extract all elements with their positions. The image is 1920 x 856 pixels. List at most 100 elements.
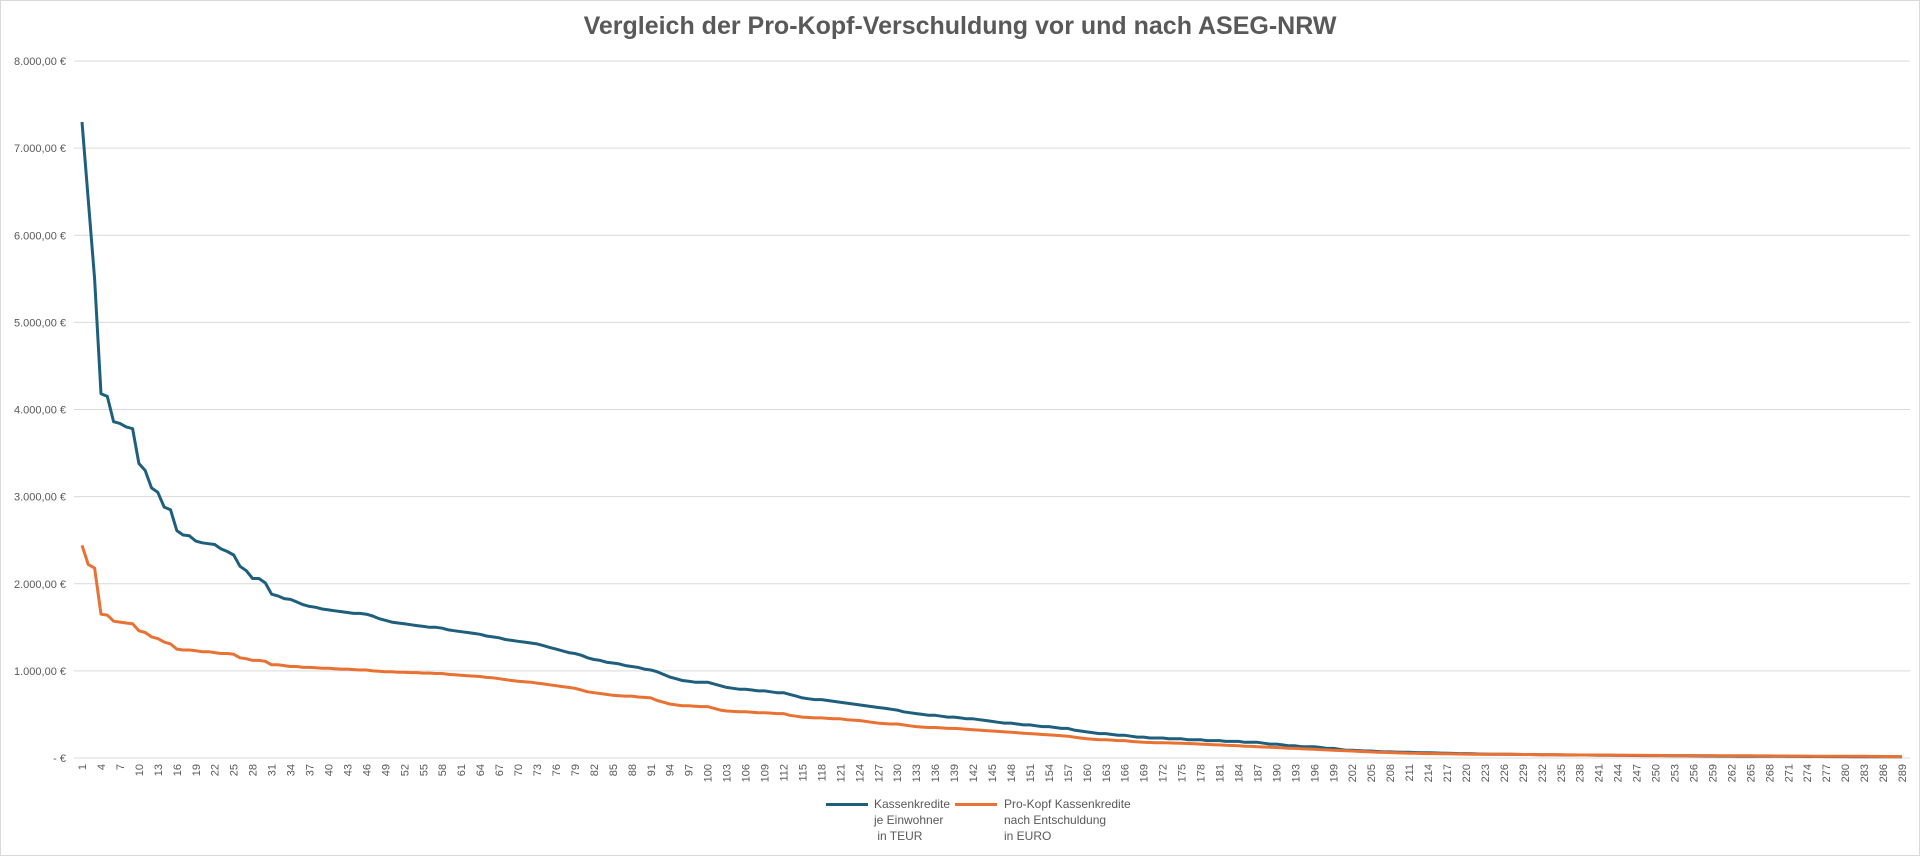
x-tick-label: 268 [1764, 764, 1776, 782]
x-tick-label: 223 [1480, 764, 1492, 782]
x-tick-label: 184 [1233, 764, 1245, 782]
x-tick-label: 28 [248, 764, 260, 776]
x-tick-label: 130 [892, 764, 904, 782]
x-tick-label: 193 [1290, 764, 1302, 782]
x-tick-label: 61 [456, 764, 468, 776]
x-tick-label: 220 [1461, 764, 1473, 782]
x-tick-label: 265 [1745, 764, 1757, 782]
x-tick-label: 244 [1613, 764, 1625, 782]
x-tick-label: 13 [153, 764, 165, 776]
x-tick-label: 127 [873, 764, 885, 782]
x-tick-label: 250 [1651, 764, 1663, 782]
x-tick-label: 202 [1347, 764, 1359, 782]
x-tick-label: 85 [608, 764, 620, 776]
legend-swatch-kassenkredite [826, 803, 868, 806]
x-tick-label: 157 [1063, 764, 1075, 782]
x-tick-label: 124 [854, 764, 866, 782]
x-tick-label: 247 [1632, 764, 1644, 782]
x-tick-label: 10 [134, 764, 146, 776]
x-tick-label: 196 [1309, 764, 1321, 782]
x-tick-label: 118 [816, 764, 828, 782]
x-tick-label: 58 [437, 764, 449, 776]
x-tick-label: 16 [172, 764, 184, 776]
x-tick-label: 259 [1707, 764, 1719, 782]
y-tick-label: 6.000,00 € [14, 230, 66, 242]
legend-label-nach-entschuldung: Pro-Kopf Kassenkredite nach Entschuldung… [1004, 797, 1131, 843]
x-tick-label: 226 [1499, 764, 1511, 782]
x-tick-label: 67 [494, 764, 506, 776]
x-tick-label: 64 [475, 764, 487, 776]
x-tick-label: 172 [1158, 764, 1170, 782]
x-tick-label: 229 [1518, 764, 1530, 782]
x-tick-label: 283 [1859, 764, 1871, 782]
x-tick-label: 145 [987, 764, 999, 782]
x-tick-label: 136 [930, 764, 942, 782]
y-tick-label: 4.000,00 € [14, 405, 66, 417]
x-tick-label: 232 [1537, 764, 1549, 782]
x-tick-label: 160 [1082, 764, 1094, 782]
x-tick-label: 280 [1840, 764, 1852, 782]
legend-label-kassenkredite: Kassenkredite je Einwohner in TEUR [874, 797, 951, 843]
y-tick-label: 8.000,00 € [14, 56, 66, 68]
x-tick-label: 73 [532, 764, 544, 776]
x-tick-label: 187 [1252, 764, 1264, 782]
x-tick-label: 163 [1101, 764, 1113, 782]
x-tick-label: 4 [96, 764, 108, 770]
x-tick-label: 211 [1404, 764, 1416, 782]
y-tick-label: 5.000,00 € [14, 317, 66, 329]
x-tick-label: 121 [835, 764, 847, 782]
x-tick-label: 79 [570, 764, 582, 776]
x-tick-label: 181 [1215, 764, 1227, 782]
x-tick-label: 166 [1120, 764, 1132, 782]
x-tick-label: 91 [646, 764, 658, 776]
x-tick-label: 271 [1783, 764, 1795, 782]
x-tick-label: 253 [1670, 764, 1682, 782]
x-tick-label: 106 [741, 764, 753, 782]
x-tick-label: 199 [1328, 764, 1340, 782]
x-tick-label: 256 [1688, 764, 1700, 782]
legend-swatch-nach-entschuldung [955, 803, 997, 806]
x-tick-label: 151 [1025, 764, 1037, 782]
x-tick-label: 241 [1594, 764, 1606, 782]
chart-title: Vergleich der Pro-Kopf-Verschuldung vor … [583, 12, 1337, 40]
x-tick-label: 208 [1385, 764, 1397, 782]
x-tick-label: 148 [1006, 764, 1018, 782]
x-tick-label: 46 [361, 764, 373, 776]
x-tick-label: 22 [210, 764, 222, 776]
x-tick-label: 1 [77, 764, 89, 770]
x-tick-label: 235 [1556, 764, 1568, 782]
x-tick-label: 115 [797, 764, 809, 782]
x-tick-label: 19 [191, 764, 203, 776]
x-tick-label: 31 [267, 764, 279, 776]
y-tick-label: 1.000,00 € [14, 666, 66, 678]
series-line-2 [80, 544, 1903, 759]
x-tick-label: 112 [778, 764, 790, 782]
x-tick-label: 175 [1177, 764, 1189, 782]
x-tick-label: 238 [1575, 764, 1587, 782]
x-tick-label: 97 [684, 764, 696, 776]
x-tick-label: 43 [342, 764, 354, 776]
x-tick-label: 190 [1271, 764, 1283, 782]
y-tick-label: - € [53, 753, 66, 765]
x-tick-label: 40 [323, 764, 335, 776]
x-tick-label: 100 [703, 764, 715, 782]
x-tick-label: 88 [627, 764, 639, 776]
x-tick-label: 70 [513, 764, 525, 776]
x-tick-label: 82 [589, 764, 601, 776]
y-tick-label: 2.000,00 € [14, 579, 66, 591]
x-tick-label: 94 [665, 764, 677, 776]
x-tick-label: 154 [1044, 764, 1056, 782]
x-tick-label: 52 [399, 764, 411, 776]
x-tick-label: 274 [1802, 764, 1814, 782]
x-tick-label: 109 [760, 764, 772, 782]
x-tick-label: 142 [968, 764, 980, 782]
x-tick-label: 139 [949, 764, 961, 782]
x-tick-label: 133 [911, 764, 923, 782]
x-tick-label: 25 [229, 764, 241, 776]
x-tick-label: 7 [115, 764, 127, 770]
x-tick-label: 262 [1726, 764, 1738, 782]
y-tick-label: 3.000,00 € [14, 492, 66, 504]
x-tick-label: 277 [1821, 764, 1833, 782]
x-tick-label: 76 [551, 764, 563, 776]
